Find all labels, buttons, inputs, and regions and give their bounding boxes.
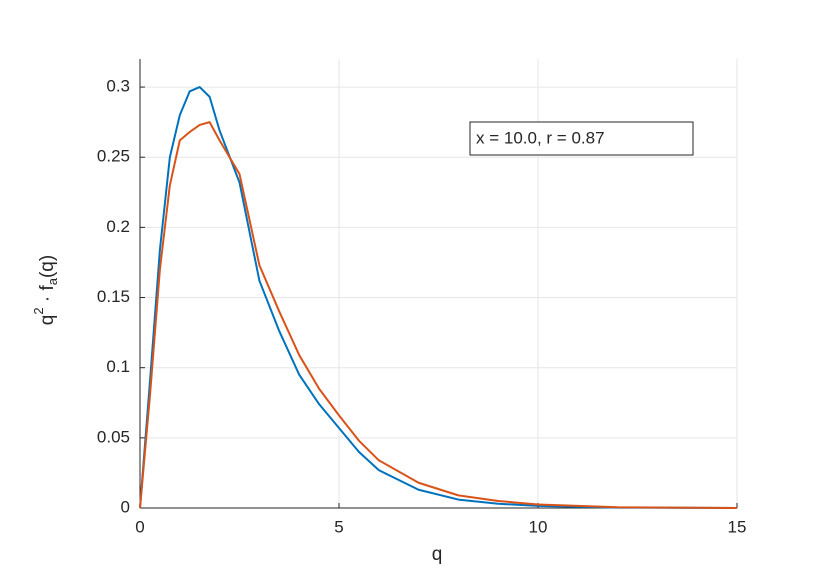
y-axis-label-part: 2 [31, 307, 46, 314]
x-tick-label: 0 [135, 517, 144, 536]
y-tick-label: 0.3 [106, 77, 130, 96]
annotation-box [469, 121, 694, 156]
y-tick-label: 0.15 [97, 287, 130, 306]
y-tick-label: 0.25 [97, 147, 130, 166]
y-tick-label: 0.1 [106, 357, 130, 376]
x-axis-label: q [432, 544, 443, 565]
line [139, 121, 738, 509]
x-tick-label: 15 [728, 517, 747, 536]
line [139, 86, 738, 509]
y-axis-label-part: a [45, 277, 60, 285]
y-tick-label: 0.2 [106, 217, 130, 236]
x-tick-label: 10 [529, 517, 548, 536]
annotation: x = 10.0, r = 0.87 [476, 128, 605, 147]
y-axis-label-part: (q) [37, 255, 58, 278]
y-axis-label-part: · f [37, 285, 58, 308]
y-tick-label: 0.05 [97, 427, 130, 446]
plot-area: 0 0.05 0.1 0.15 0.2 0.25 0.3 0 5 10 15 [97, 59, 747, 536]
y-tick-label: 0 [121, 497, 130, 516]
y-axis-label: q2 · fa(q) [31, 255, 60, 325]
y-axis-label-part: q [37, 315, 58, 326]
x-tick-label: 5 [334, 517, 343, 536]
